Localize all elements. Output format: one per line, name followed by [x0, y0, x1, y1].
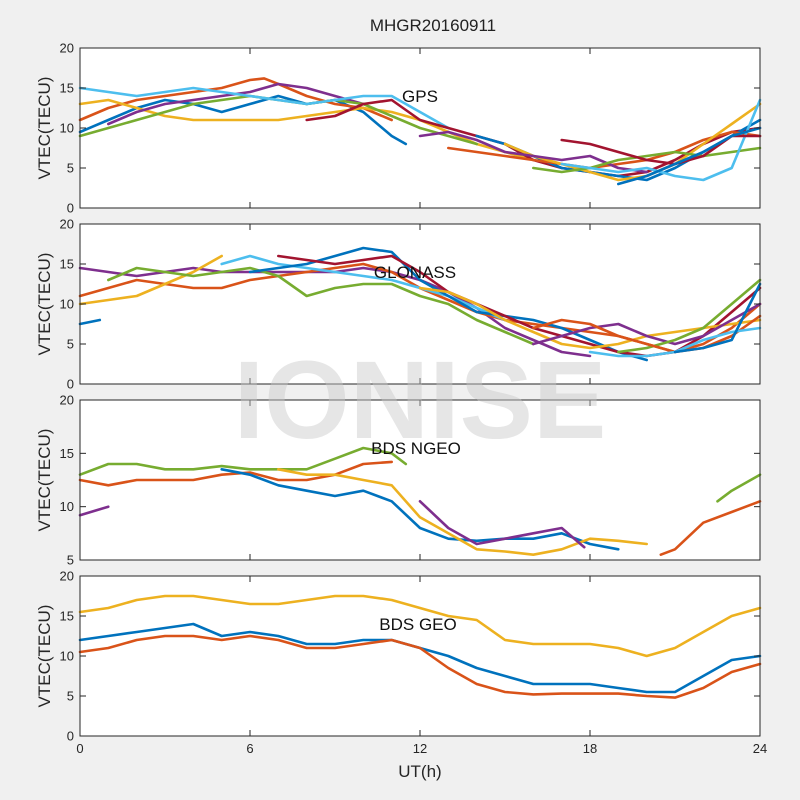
panel-annotation: BDS GEO: [379, 615, 456, 634]
series-line-4: [277, 468, 648, 556]
plot-area: [80, 576, 760, 736]
panel-1: 0 5 10 15 20 VTEC(TECU) GPS: [35, 41, 762, 216]
panel-2: 0 5 10 15 20 VTEC(TECU) GLONASS: [35, 217, 762, 392]
series-line-1: [78, 594, 762, 658]
series-line-13: [560, 98, 762, 182]
y-tick-label: 5: [67, 337, 74, 352]
series-line-4: [78, 254, 223, 306]
series-line-15: [617, 126, 762, 186]
y-axis-label: VTEC(TECU): [35, 605, 54, 708]
y-tick-label: 20: [60, 393, 74, 408]
series-line-1: [78, 318, 102, 326]
watermark: IONISE: [234, 339, 607, 462]
y-tick-label: 0: [67, 201, 74, 216]
series-line-6: [78, 86, 450, 130]
y-tick-label: 20: [60, 217, 74, 232]
y-axis-label: VTEC(TECU): [35, 429, 54, 532]
y-tick-label: 10: [60, 499, 74, 514]
y-tick-label: 5: [67, 553, 74, 568]
panels: 0 5 10 15 20 VTEC(TECU) GPS 0 5 10 15 20 VTEC(TECU) G…: [35, 41, 767, 757]
panel-4: 0 6 12 18 24 0 5 10 15 20 VTEC(TECU) BDS GEO: [35, 569, 767, 757]
x-tick-label: 12: [413, 741, 427, 756]
x-tick-label: 18: [583, 741, 597, 756]
y-tick-label: 5: [67, 161, 74, 176]
y-tick-label: 15: [60, 446, 74, 461]
series-line-8: [716, 473, 762, 503]
y-tick-label: 10: [60, 121, 74, 136]
series-line-11: [617, 278, 762, 354]
y-tick-label: 10: [60, 649, 74, 664]
y-tick-label: 15: [60, 81, 74, 96]
panel-3: 5 10 15 20 VTEC(TECU) BDS NGEO: [35, 393, 762, 568]
x-tick-label: 0: [76, 741, 83, 756]
series-line-12: [532, 146, 762, 174]
y-tick-label: 15: [60, 257, 74, 272]
series-line-7: [659, 500, 762, 556]
series-line-12: [532, 314, 762, 354]
y-tick-label: 15: [60, 609, 74, 624]
series-line-14: [673, 282, 762, 354]
series-line-3: [220, 468, 620, 551]
y-tick-label: 0: [67, 729, 74, 744]
figure-title: MHGR20160911: [370, 16, 496, 35]
series-line-2: [78, 77, 393, 122]
y-tick-label: 0: [67, 377, 74, 392]
series-line-10: [503, 102, 762, 182]
plot-area: [80, 224, 760, 384]
x-tick-label: 6: [246, 741, 253, 756]
panel-annotation: BDS NGEO: [371, 439, 461, 458]
y-tick-label: 20: [60, 41, 74, 56]
panel-annotation: GLONASS: [374, 263, 456, 282]
y-tick-label: 10: [60, 297, 74, 312]
y-tick-label: 20: [60, 569, 74, 584]
y-tick-label: 5: [67, 689, 74, 704]
series-line-10: [532, 302, 762, 346]
series-line-1: [78, 446, 408, 476]
series-line-2: [78, 460, 393, 487]
x-axis-label: UT(h): [398, 762, 441, 781]
y-axis-label: VTEC(TECU): [35, 77, 54, 180]
panel-annotation: GPS: [402, 87, 438, 106]
series-line-9: [447, 130, 762, 170]
series-line-5: [78, 505, 110, 517]
series-line-3: [78, 634, 762, 699]
series-line-6: [418, 500, 586, 549]
y-axis-label: VTEC(TECU): [35, 253, 54, 356]
series-line-5: [107, 266, 535, 346]
x-tick-label: 24: [753, 741, 767, 756]
